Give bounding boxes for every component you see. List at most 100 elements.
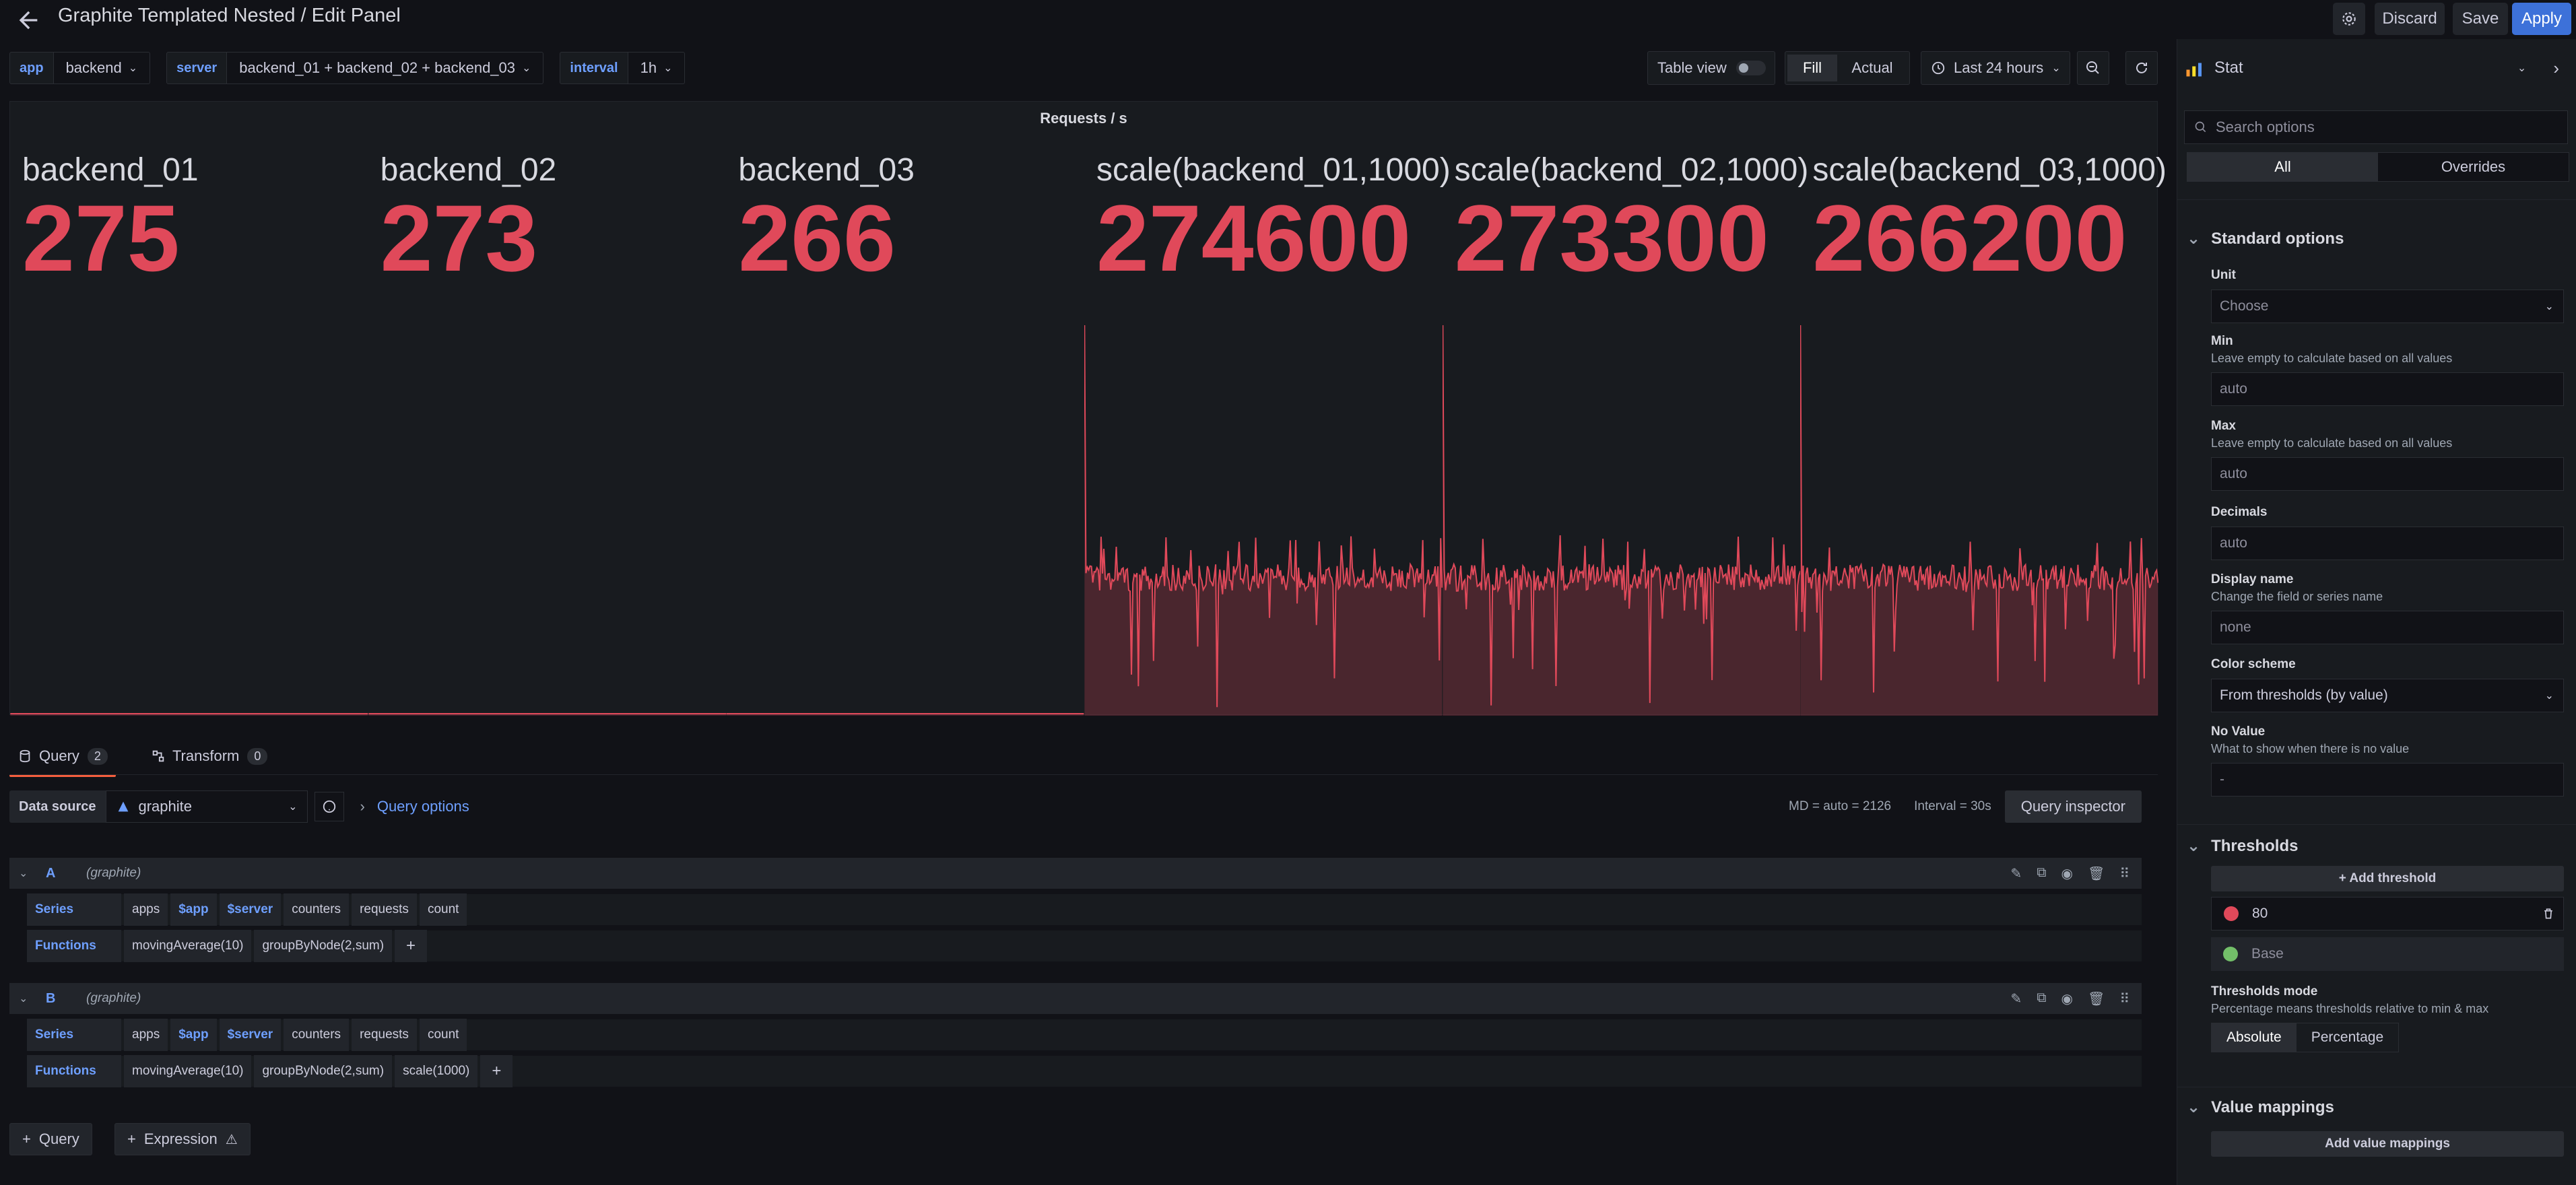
add-threshold-button[interactable]: + Add threshold (2211, 866, 2564, 891)
section-standard-options[interactable]: ⌄ Standard options (2177, 229, 2576, 248)
section-label: Thresholds (2211, 836, 2299, 855)
percentage-button[interactable]: Percentage (2311, 1029, 2384, 1045)
sparkline (1800, 325, 2158, 716)
add-function-button[interactable]: + (395, 930, 428, 962)
edit-icon[interactable]: ✎ (2010, 866, 2022, 881)
query-options-toggle[interactable]: Query options (376, 798, 469, 815)
tab-transform[interactable]: Transform 0 (143, 739, 275, 773)
series-segment[interactable]: $server (219, 893, 282, 926)
min-option: Min Leave empty to calculate based on al… (2211, 334, 2564, 406)
threshold-color-swatch[interactable] (2223, 947, 2238, 961)
min-input[interactable]: auto (2211, 372, 2564, 406)
tab-overrides[interactable]: Overrides (2441, 158, 2506, 175)
section-value-mappings[interactable]: ⌄ Value mappings (2177, 1097, 2576, 1117)
variable-value: backend_01 + backend_02 + backend_03 (239, 59, 516, 76)
variable-value: 1h (640, 59, 657, 76)
refresh-button[interactable] (2125, 51, 2158, 85)
series-segment[interactable]: counters (284, 1019, 350, 1051)
datasource-picker[interactable]: graphite ⌄ (105, 790, 308, 823)
series-segment[interactable]: $app (170, 1019, 217, 1051)
tab-all[interactable]: All (2187, 153, 2378, 181)
toggle-switch[interactable] (1736, 61, 1766, 75)
fill-button[interactable]: Fill (1787, 55, 1837, 81)
function-segment[interactable]: movingAverage(10) (124, 1055, 252, 1087)
query-letter[interactable]: A (46, 865, 56, 881)
help-button[interactable] (314, 792, 344, 821)
query-row-header[interactable]: ⌄ A (graphite) ✎ ⧉ ◉ 🗑 ⠿ (9, 858, 2142, 889)
eye-icon[interactable]: ◉ (2061, 866, 2073, 881)
back-arrow-icon[interactable] (15, 7, 42, 34)
settings-button[interactable] (2333, 3, 2365, 35)
no-value-input[interactable]: - (2211, 763, 2564, 797)
function-segment[interactable]: groupByNode(2,sum) (254, 930, 393, 962)
apply-button[interactable]: Apply (2512, 3, 2571, 35)
chevron-down-icon: ⌄ (2187, 230, 2201, 248)
function-segment[interactable]: groupByNode(2,sum) (254, 1055, 393, 1087)
threshold-row: 80 (2211, 897, 2564, 930)
min-label: Min (2211, 334, 2233, 348)
query-row-header[interactable]: ⌄ B (graphite) ✎ ⧉ ◉ 🗑 ⠿ (9, 983, 2142, 1014)
function-segment[interactable]: movingAverage(10) (124, 930, 252, 962)
sparkline (368, 713, 726, 716)
query-tabs: Query 2 Transform 0 (9, 739, 302, 777)
series-segment[interactable]: counters (284, 893, 350, 926)
functions-label: Functions (27, 930, 121, 962)
add-query-button[interactable]: + Query (9, 1123, 92, 1155)
function-segment[interactable]: scale(1000) (395, 1055, 478, 1087)
add-expression-button[interactable]: + Expression ⚠ (114, 1123, 251, 1155)
chevron-down-icon[interactable]: ⌄ (19, 993, 28, 1005)
drag-handle-icon[interactable]: ⠿ (2119, 991, 2129, 1007)
variable-select-interval[interactable]: 1h ⌄ (628, 52, 686, 84)
series-label: Series (27, 893, 121, 926)
series-segment[interactable]: requests (352, 1019, 417, 1051)
threshold-value[interactable]: 80 (2252, 906, 2268, 921)
series-row: Series apps $app $server counters requests cou… (27, 893, 2142, 926)
variable-select-server[interactable]: backend_01 + backend_02 + backend_03 ⌄ (227, 52, 544, 84)
section-thresholds[interactable]: ⌄ Thresholds (2177, 836, 2576, 856)
chevron-right-icon[interactable]: › (360, 798, 365, 815)
sparkline-line (1442, 325, 1801, 706)
zoom-out-button[interactable] (2077, 51, 2109, 85)
series-segment[interactable]: apps (124, 1019, 168, 1051)
chevron-down-icon[interactable]: ⌄ (19, 868, 28, 879)
decimals-input[interactable]: auto (2211, 527, 2564, 560)
color-scheme-select[interactable]: From thresholds (by value) ⌄ (2211, 679, 2564, 712)
variable-select-app[interactable]: backend ⌄ (53, 52, 151, 84)
datasource-label: Data source (9, 790, 106, 823)
eye-icon[interactable]: ◉ (2061, 991, 2073, 1007)
color-scheme-label: Color scheme (2211, 657, 2296, 671)
unit-select[interactable]: Choose ⌄ (2211, 290, 2564, 323)
query-inspector-button[interactable]: Query inspector (2004, 790, 2142, 823)
discard-button[interactable]: Discard (2375, 3, 2445, 35)
display-name-input[interactable]: none (2211, 611, 2564, 644)
absolute-button[interactable]: Absolute (2212, 1023, 2297, 1052)
threshold-color-swatch[interactable] (2224, 906, 2239, 921)
add-query-label: Query (38, 1130, 79, 1147)
series-segment[interactable]: $server (219, 1019, 282, 1051)
query-letter[interactable]: B (46, 990, 56, 1006)
add-value-mappings-button[interactable]: Add value mappings (2211, 1131, 2564, 1157)
duplicate-icon[interactable]: ⧉ (2037, 990, 2047, 1005)
duplicate-icon[interactable]: ⧉ (2037, 865, 2047, 880)
series-segment[interactable]: $app (170, 893, 217, 926)
series-segment[interactable]: count (419, 893, 467, 926)
search-options-input[interactable]: Search options (2184, 110, 2568, 144)
trash-icon[interactable]: 🗑 (2087, 866, 2105, 881)
edit-icon[interactable]: ✎ (2010, 991, 2022, 1007)
visualization-picker[interactable]: Stat ⌄ › (2177, 51, 2567, 85)
series-segment[interactable]: apps (124, 893, 168, 926)
series-segment[interactable]: requests (352, 893, 417, 926)
trash-icon[interactable] (2542, 907, 2555, 920)
save-button[interactable]: Save (2453, 3, 2508, 35)
chevron-right-icon[interactable]: › (2553, 57, 2559, 78)
tab-query[interactable]: Query 2 (9, 739, 116, 777)
time-range-picker[interactable]: Last 24 hours ⌄ (1921, 51, 2070, 85)
actual-button[interactable]: Actual (1851, 59, 1893, 76)
table-view-toggle[interactable]: Table view (1647, 51, 1775, 85)
options-filter: All Overrides (2187, 152, 2569, 182)
series-segment[interactable]: count (419, 1019, 467, 1051)
drag-handle-icon[interactable]: ⠿ (2119, 866, 2129, 881)
trash-icon[interactable]: 🗑 (2087, 991, 2105, 1007)
max-input[interactable]: auto (2211, 457, 2564, 491)
add-function-button[interactable]: + (480, 1055, 513, 1087)
